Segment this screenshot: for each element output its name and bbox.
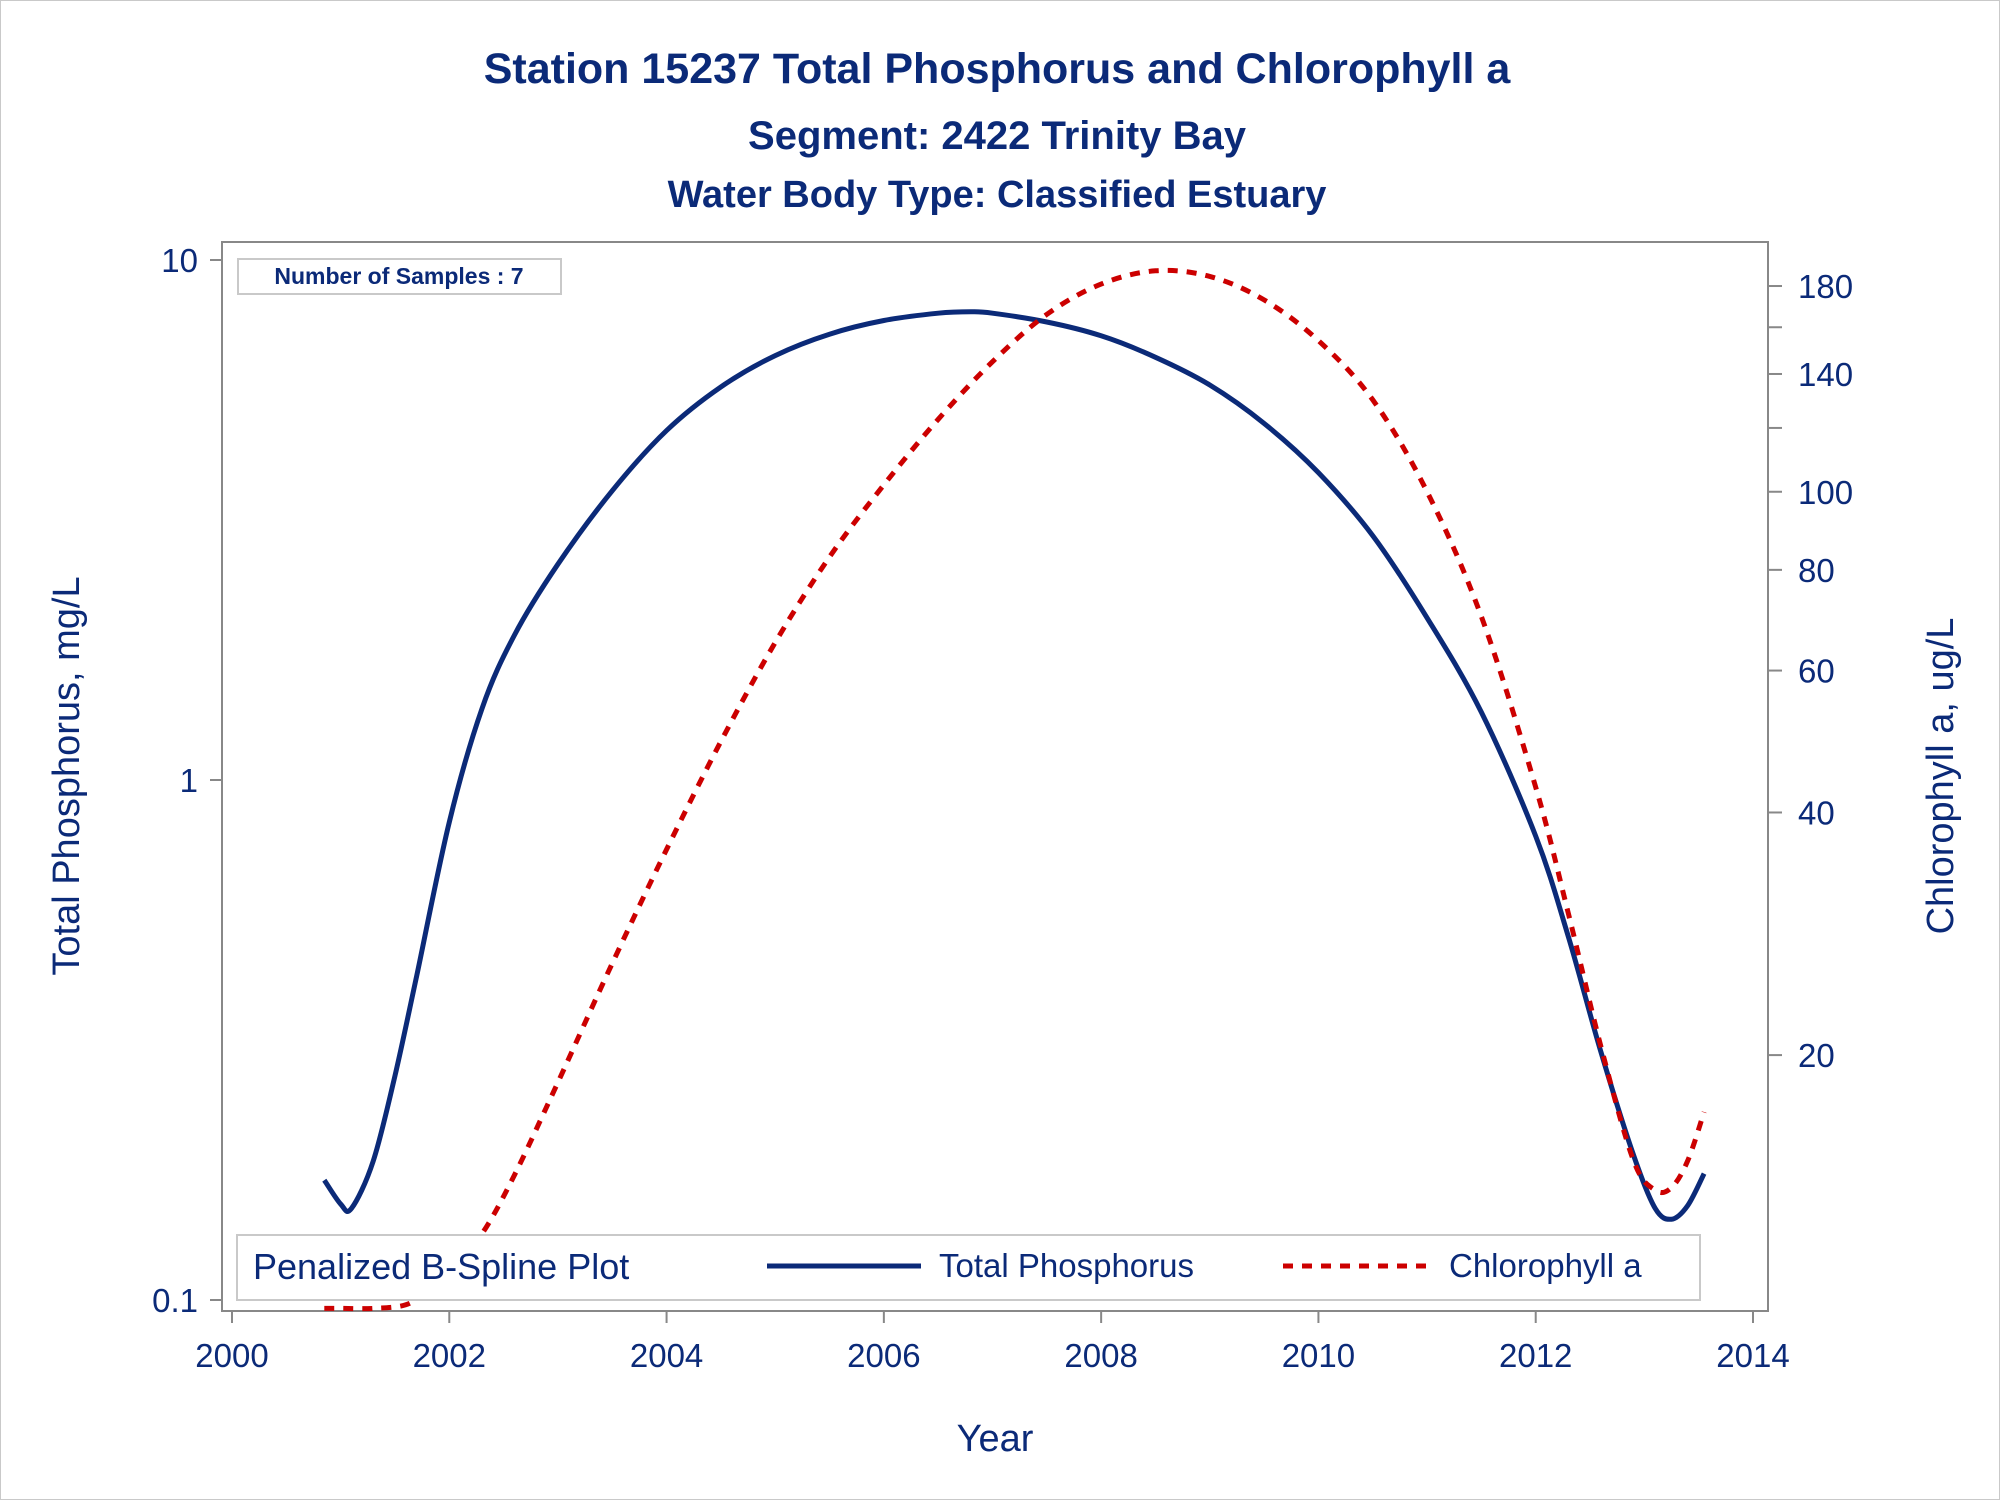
samples-label: Number of Samples : 7 — [274, 263, 523, 289]
y2-tick-label: 100 — [1798, 474, 1853, 511]
x-tick-label: 2002 — [413, 1337, 486, 1374]
x-tick-label: 2000 — [195, 1337, 268, 1374]
x-tick-label: 2012 — [1499, 1337, 1572, 1374]
y-tick-label: 1 — [180, 762, 198, 799]
y2-tick-label: 180 — [1798, 268, 1853, 305]
y2-tick-label: 60 — [1798, 653, 1835, 690]
chart-title: Station 15237 Total Phosphorus and Chlor… — [484, 45, 1512, 93]
x-axis-label: Year — [957, 1418, 1034, 1460]
series-line-total-phosphorus — [322, 309, 1707, 1222]
plot-area — [221, 241, 1769, 1312]
legend-title: Penalized B-Spline Plot — [253, 1246, 629, 1287]
series-layer — [322, 267, 1707, 1312]
y-axis-label: Total Phosphorus, mg/L — [46, 576, 88, 975]
legend-label-chlorophyll: Chlorophyll a — [1449, 1247, 1642, 1284]
chart-subtitle-2: Water Body Type: Classified Estuary — [668, 174, 1327, 216]
y-tick-label: 0.1 — [152, 1282, 198, 1319]
x-tick-label: 2010 — [1282, 1337, 1355, 1374]
chart-subtitle: Segment: 2422 Trinity Bay — [748, 114, 1247, 158]
legend-label-phosphorus: Total Phosphorus — [939, 1247, 1194, 1284]
y2-tick-label: 40 — [1798, 794, 1835, 831]
x-tick-label: 2006 — [847, 1337, 920, 1374]
x-axis: 2000 2002 2004 2006 2008 2010 2012 2014 — [195, 1311, 1790, 1374]
legend: Penalized B-Spline Plot Total Phosphorus… — [236, 1234, 1701, 1301]
legend-box — [236, 1234, 1701, 1301]
y2-tick-label: 140 — [1798, 356, 1853, 393]
x-tick-label: 2014 — [1716, 1337, 1789, 1374]
y-tick-label: 10 — [161, 242, 198, 279]
y2-tick-label: 80 — [1798, 552, 1835, 589]
series-line-chlorophyll-a — [324, 267, 1707, 1312]
y2-tick-label: 20 — [1798, 1037, 1835, 1074]
x-tick-label: 2004 — [630, 1337, 703, 1374]
y2-axis-label: Chlorophyll a, ug/L — [1920, 618, 1962, 935]
x-tick-label: 2008 — [1064, 1337, 1137, 1374]
y-axis-left: 0.1 1 10 — [152, 242, 222, 1319]
samples-box — [237, 258, 562, 295]
y-axis-right: 20 40 60 80 100 140 180 — [1768, 268, 1853, 1074]
